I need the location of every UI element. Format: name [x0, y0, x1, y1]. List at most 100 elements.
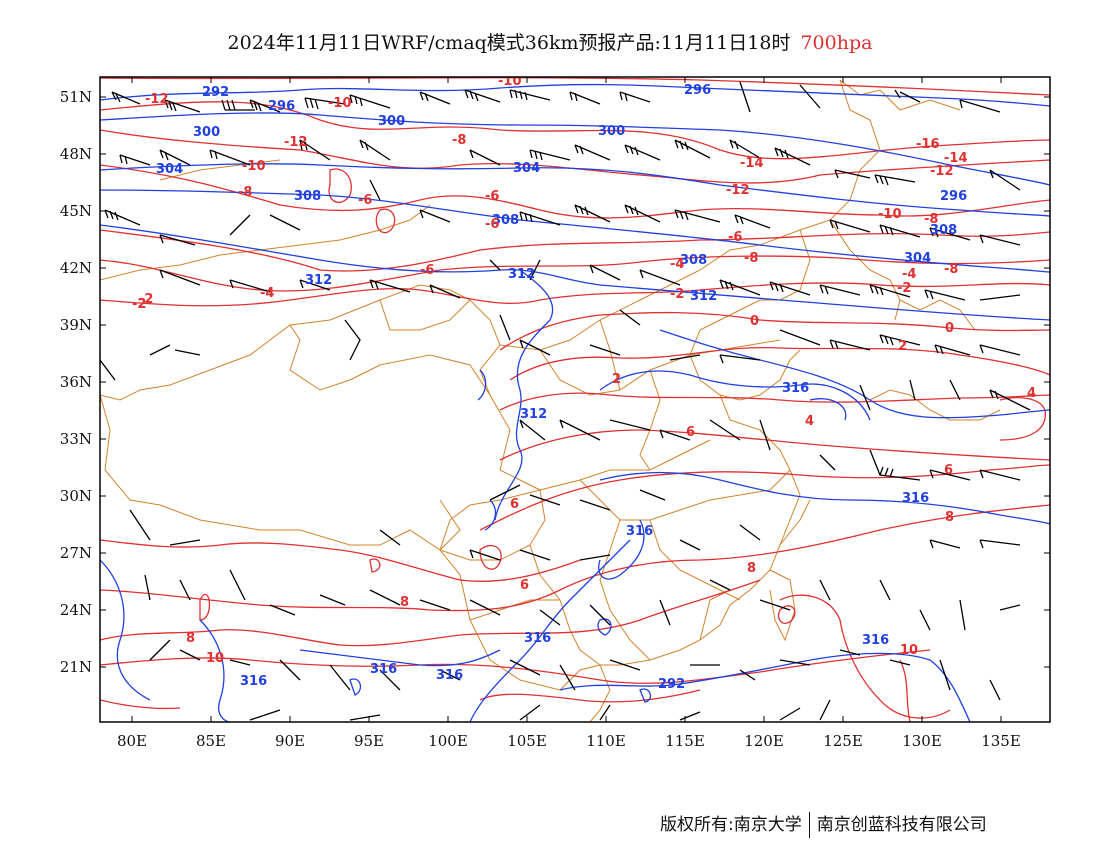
footer-separator	[808, 812, 810, 838]
lon-label: 110E	[586, 732, 626, 750]
height-label: 296	[684, 83, 711, 98]
lat-label: 21N	[60, 658, 92, 676]
height-label: 308	[930, 223, 957, 238]
temperature-contours	[100, 77, 1050, 722]
height-label: 292	[658, 677, 685, 692]
height-label: 316	[862, 633, 889, 648]
temperature-label: 8	[747, 561, 756, 576]
temperature-label: -8	[944, 262, 958, 277]
height-label: 296	[940, 189, 967, 204]
lon-label: 85E	[196, 732, 226, 750]
height-label: 316	[626, 524, 653, 539]
map-title: 2024年11月11日WRF/cmaq模式36km预报产品:11月11日18时 7…	[0, 28, 1100, 55]
height-label: 308	[294, 189, 321, 204]
temperature-label: -6	[728, 230, 742, 245]
height-label: 308	[680, 253, 707, 268]
temperature-label: 8	[945, 510, 954, 525]
temperature-label: -2	[670, 287, 684, 302]
temperature-label: -8	[924, 212, 938, 227]
temperature-label: -8	[238, 185, 252, 200]
lon-label: 95E	[354, 732, 384, 750]
temperature-label: 0	[750, 314, 759, 329]
height-label: 300	[598, 124, 625, 139]
lon-label: 105E	[507, 732, 547, 750]
copyright-company: 南京创蓝科技有限公司	[816, 815, 987, 835]
height-label: 316	[782, 381, 809, 396]
height-label: 304	[513, 161, 540, 176]
temperature-label: 8	[400, 595, 409, 610]
temperature-label: -4	[260, 286, 274, 301]
lat-label: 45N	[60, 202, 92, 220]
lat-label: 39N	[60, 316, 92, 334]
axis-ticks	[100, 77, 1050, 722]
temperature-label: -16	[916, 137, 940, 152]
temperature-label: 4	[805, 414, 814, 429]
temperature-label: 10	[206, 651, 224, 666]
temperature-label: -12	[930, 164, 954, 179]
lat-label: 33N	[60, 430, 92, 448]
height-label: 300	[378, 114, 405, 129]
temperature-label: -6	[485, 189, 499, 204]
longitude-labels: 80E 85E 90E 95E 100E 105E 110E 115E 120E…	[117, 732, 1021, 750]
copyright-owner: 版权所有:南京大学	[660, 815, 802, 835]
height-label: 312	[305, 273, 332, 288]
lon-label: 135E	[981, 732, 1021, 750]
temperature-label: 4	[1027, 386, 1036, 401]
height-label: 304	[156, 162, 183, 177]
height-label: 308	[492, 213, 519, 228]
height-label: 312	[508, 267, 535, 282]
height-label: 312	[690, 289, 717, 304]
plot-border	[99, 76, 1051, 723]
lon-label: 90E	[275, 732, 305, 750]
temperature-label: 2	[898, 339, 907, 354]
lat-label: 27N	[60, 544, 92, 562]
title-text: 2024年11月11日WRF/cmaq模式36km预报产品:11月11日18时	[227, 32, 791, 54]
temperature-label: 6	[510, 497, 519, 512]
height-label: 316	[370, 662, 397, 677]
temperature-label: -6	[485, 217, 499, 232]
temperature-label: -8	[744, 251, 758, 266]
temperature-label: -12	[284, 135, 308, 150]
lon-label: 115E	[665, 732, 705, 750]
temperature-label: -14	[740, 156, 764, 171]
lat-label: 30N	[60, 487, 92, 505]
height-label: 304	[904, 251, 931, 266]
height-contour-labels: 292 296 296 300 300 304 304 300 308 308 …	[156, 83, 967, 692]
temperature-contour-labels: -12 -10 -12 -10 -8 -8 -6 -6 -6 -14 -12 -…	[132, 74, 1036, 666]
temperature-label: -4	[902, 267, 916, 282]
temperature-label: -6	[420, 263, 434, 278]
wind-barbs	[100, 81, 1031, 721]
temperature-label: -6	[358, 193, 372, 208]
lat-label: 42N	[60, 259, 92, 277]
temperature-label: 10	[900, 643, 918, 658]
height-label: 300	[193, 125, 220, 140]
lat-label: 24N	[60, 601, 92, 619]
height-label: 316	[436, 668, 463, 683]
temperature-label: 2	[612, 372, 621, 387]
lon-label: 125E	[823, 732, 863, 750]
height-label: 316	[524, 631, 551, 646]
lat-label: 36N	[60, 373, 92, 391]
height-label: 316	[902, 491, 929, 506]
temperature-label: -14	[944, 151, 968, 166]
plot-area	[100, 77, 1050, 722]
temperature-label: -10	[878, 207, 902, 222]
height-contours	[100, 83, 1050, 722]
lon-label: 120E	[744, 732, 784, 750]
lon-label: 80E	[117, 732, 147, 750]
copyright-footer: 版权所有:南京大学 南京创蓝科技有限公司	[660, 810, 1080, 838]
temperature-label: -10	[328, 96, 352, 111]
height-label: 296	[268, 99, 295, 114]
title-level: 700hpa	[800, 32, 873, 54]
temperature-label: 8	[186, 631, 195, 646]
temperature-label: -8	[452, 133, 466, 148]
temperature-label: -4	[670, 257, 684, 272]
temperature-label: -10	[242, 159, 266, 174]
height-label: 316	[240, 674, 267, 689]
temperature-label: 6	[686, 425, 695, 440]
temperature-label: 6	[944, 463, 953, 478]
temperature-label: 0	[945, 321, 954, 336]
temperature-label: -2	[897, 281, 911, 296]
temperature-label: -10	[498, 74, 522, 89]
